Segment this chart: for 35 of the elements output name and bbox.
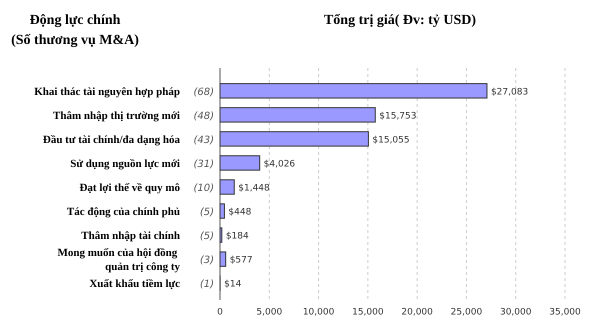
bar xyxy=(220,107,376,123)
category-label: Đầu tư tài chính/đa dạng hóa (43) xyxy=(42,134,214,146)
x-tick-label: 0 xyxy=(217,307,224,318)
category-label: Mong muốn của hội đồng quản trị công ty (3) xyxy=(57,247,214,274)
category-label: Khai thác tài nguyên hợp pháp (68) xyxy=(34,86,214,98)
category-label: Thâm nhập tài chính (5) xyxy=(81,230,214,242)
data-label: $15,753 xyxy=(379,111,416,122)
bar xyxy=(220,131,369,147)
x-tick-label: 15,000 xyxy=(352,307,384,318)
text: Động lực chính (Số thương vụ M&A) xyxy=(11,13,140,48)
data-label: $1,448 xyxy=(238,184,270,194)
category-label: Thâm nhập thị trường mới (48) xyxy=(53,110,214,122)
data-label: $27,083 xyxy=(490,87,528,98)
category-label: Xuất khẩu tiềm lực (1) xyxy=(89,278,214,290)
bar xyxy=(220,251,226,267)
bar xyxy=(220,203,225,219)
chart-title: Tổng trị giá( Đv: tỷ USD) xyxy=(324,13,476,28)
data-label: $448 xyxy=(228,208,252,218)
data-label: $184 xyxy=(226,232,249,242)
x-tick-label: 10,000 xyxy=(302,307,335,318)
data-label: $14 xyxy=(224,280,242,290)
bar xyxy=(220,155,260,171)
category-label: Tác động của chính phủ (5) xyxy=(66,206,214,218)
x-tick-label: 25,000 xyxy=(450,307,482,318)
x-tick-label: 5,000 xyxy=(256,307,282,318)
x-tick-label: 30,000 xyxy=(500,307,532,318)
x-tick-label: 35,000 xyxy=(549,307,582,318)
data-label: $4,026 xyxy=(264,159,296,170)
bar xyxy=(220,179,235,195)
category-label: Đạt lợi thế về quy mô (10) xyxy=(79,182,214,194)
data-label: $577 xyxy=(230,256,253,266)
data-label: $15,055 xyxy=(372,135,410,146)
bar xyxy=(220,83,488,99)
category-label: Sử dụng nguồn lực mới (31) xyxy=(70,158,214,170)
x-tick-label: 20,000 xyxy=(401,307,434,318)
